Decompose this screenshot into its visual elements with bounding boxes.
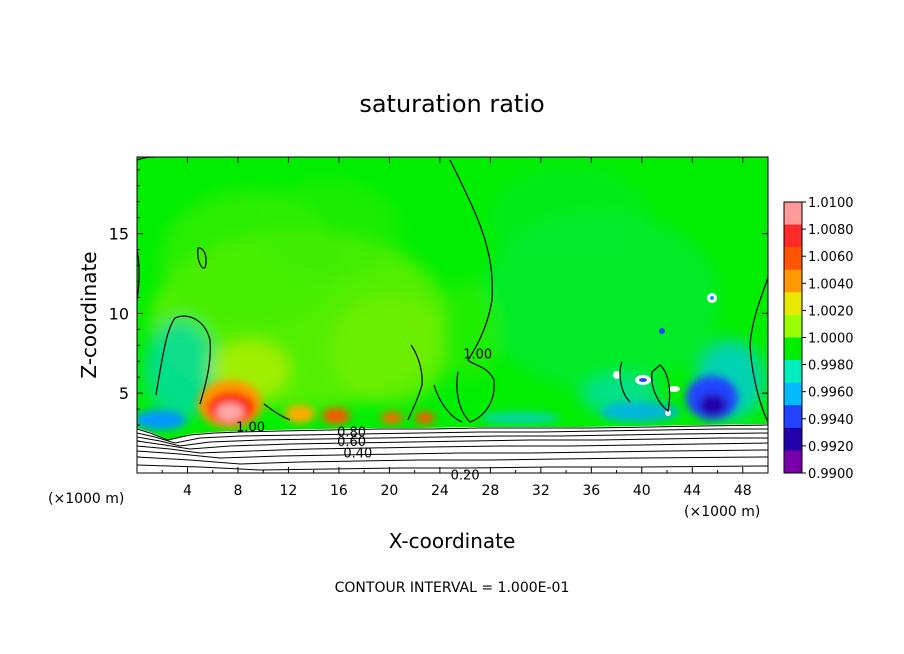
y-tick-label-0: 5 bbox=[119, 384, 129, 403]
x-tick-label-11: 48 bbox=[734, 483, 752, 499]
colorbar-label-7: 0.9960 bbox=[808, 386, 854, 401]
x-tick-label-2: 12 bbox=[280, 483, 298, 499]
x-tick-label-5: 24 bbox=[431, 483, 449, 499]
x-tick-label-7: 32 bbox=[532, 483, 550, 499]
contour-label-1: 1.00 bbox=[463, 347, 492, 362]
colorbar-label-8: 0.9940 bbox=[808, 413, 854, 428]
contour-label-3: 0.60 bbox=[337, 435, 366, 450]
colorbar-label-6: 0.9980 bbox=[808, 359, 854, 374]
chart-title: saturation ratio bbox=[359, 90, 544, 118]
x-unit-right: (×1000 m) bbox=[684, 504, 760, 520]
isolines bbox=[137, 157, 768, 423]
y-tick-label-1: 10 bbox=[109, 304, 129, 323]
y-axis-label: Z-coordinate bbox=[77, 251, 101, 378]
terrain-contours bbox=[137, 424, 768, 471]
terrain-mask bbox=[137, 424, 768, 473]
colorbar-swatch-5 bbox=[784, 314, 802, 338]
colorbar-swatch-0 bbox=[784, 202, 802, 226]
colorbar-swatch-11 bbox=[784, 450, 802, 474]
colorbar-swatch-9 bbox=[784, 405, 802, 429]
colorbar-label-3: 1.0040 bbox=[808, 277, 854, 292]
x-axis-label: X-coordinate bbox=[389, 529, 516, 553]
x-tick-label-9: 40 bbox=[633, 483, 651, 499]
colorbar-label-10: 0.9900 bbox=[808, 467, 854, 482]
colorbar-label-2: 1.0060 bbox=[808, 250, 854, 265]
contour-labels: 1.00 1.00 0.800.600.40 0.20 bbox=[236, 347, 492, 483]
contour-label-5: 0.20 bbox=[451, 469, 480, 484]
x-tick-label-1: 8 bbox=[233, 483, 242, 499]
x-axis: 4 8 12 16 20 24 28 32 36 40 44 48 bbox=[161, 157, 752, 499]
colorbar-swatch-1 bbox=[784, 224, 802, 248]
y-axis: 5 10 15 bbox=[109, 169, 768, 458]
x-tick-label-0: 4 bbox=[183, 483, 192, 499]
colorbar: 1.0100 1.0080 1.0060 1.0040 1.0020 1.0000 0.99… bbox=[783, 196, 854, 482]
colorbar-swatch-2 bbox=[784, 247, 802, 271]
x-tick-label-4: 20 bbox=[380, 483, 398, 499]
colorbar-swatch-10 bbox=[784, 427, 802, 451]
contour-interval-note: CONTOUR INTERVAL = 1.000E-01 bbox=[335, 580, 570, 596]
colorbar-swatch-8 bbox=[784, 382, 802, 406]
field-shading bbox=[145, 165, 765, 420]
field-spots bbox=[613, 293, 717, 416]
contour-label-2: 0.80 bbox=[337, 426, 366, 441]
colorbar-swatch-6 bbox=[784, 337, 802, 361]
contour-label-4: 0.40 bbox=[343, 446, 372, 461]
plot-frame bbox=[136, 156, 769, 474]
x-tick-label-10: 44 bbox=[683, 483, 701, 499]
x-unit-left: (×1000 m) bbox=[48, 491, 124, 507]
plot-area bbox=[137, 157, 768, 473]
near-surface-gradients bbox=[137, 376, 738, 430]
x-tick-label-3: 16 bbox=[330, 483, 348, 499]
x-tick-label-8: 36 bbox=[582, 483, 600, 499]
colorbar-label-5: 1.0000 bbox=[808, 332, 854, 347]
colorbar-label-4: 1.0020 bbox=[808, 304, 854, 319]
colorbar-label-0: 1.0100 bbox=[808, 196, 854, 211]
colorbar-swatch-3 bbox=[784, 269, 802, 293]
x-tick-label-6: 28 bbox=[481, 483, 499, 499]
colorbar-swatch-4 bbox=[784, 292, 802, 316]
colorbar-label-9: 0.9920 bbox=[808, 440, 854, 455]
colorbar-label-1: 1.0080 bbox=[808, 223, 854, 238]
colorbar-swatch-7 bbox=[784, 360, 802, 384]
contour-label-0: 1.00 bbox=[236, 421, 265, 436]
y-tick-label-2: 15 bbox=[109, 225, 129, 244]
